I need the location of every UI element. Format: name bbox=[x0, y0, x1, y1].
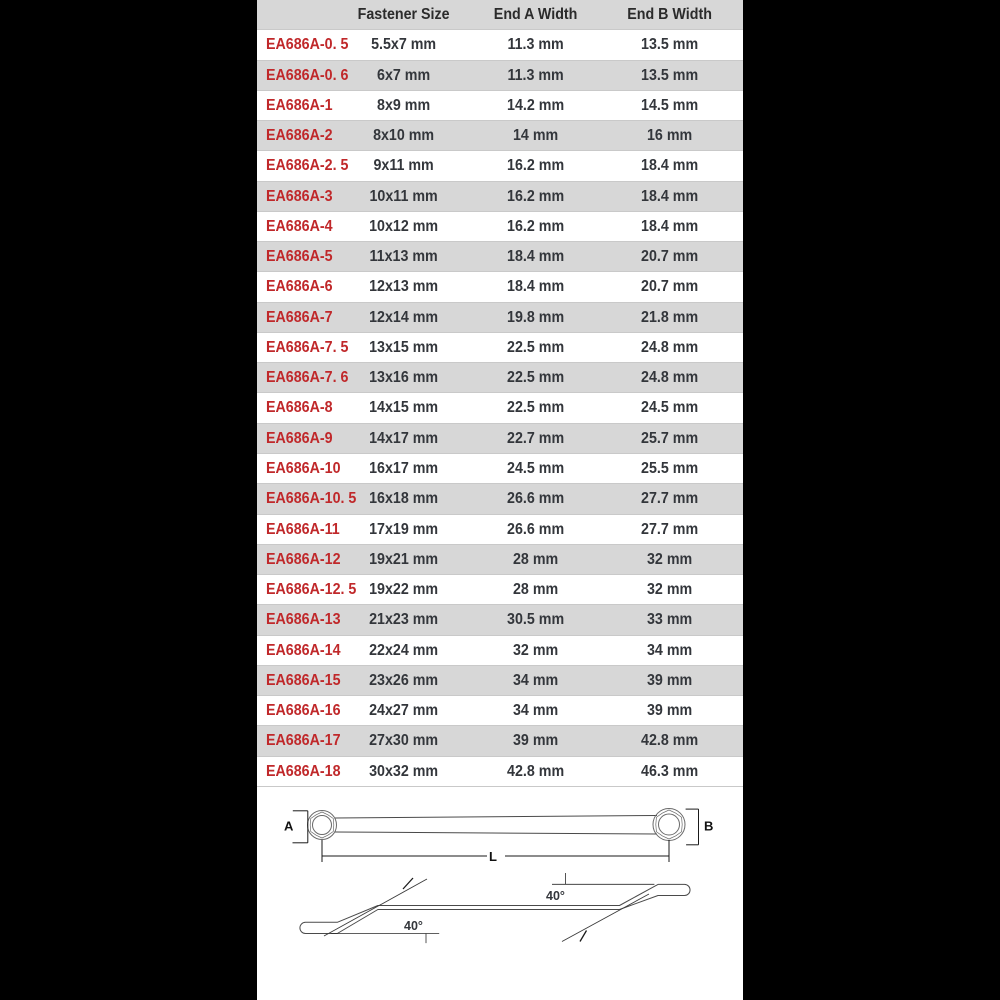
svg-text:L: L bbox=[489, 849, 497, 864]
svg-text:40°: 40° bbox=[546, 889, 565, 903]
svg-text:B: B bbox=[704, 818, 713, 833]
svg-text:40°: 40° bbox=[404, 919, 423, 933]
svg-text:A: A bbox=[284, 818, 294, 833]
